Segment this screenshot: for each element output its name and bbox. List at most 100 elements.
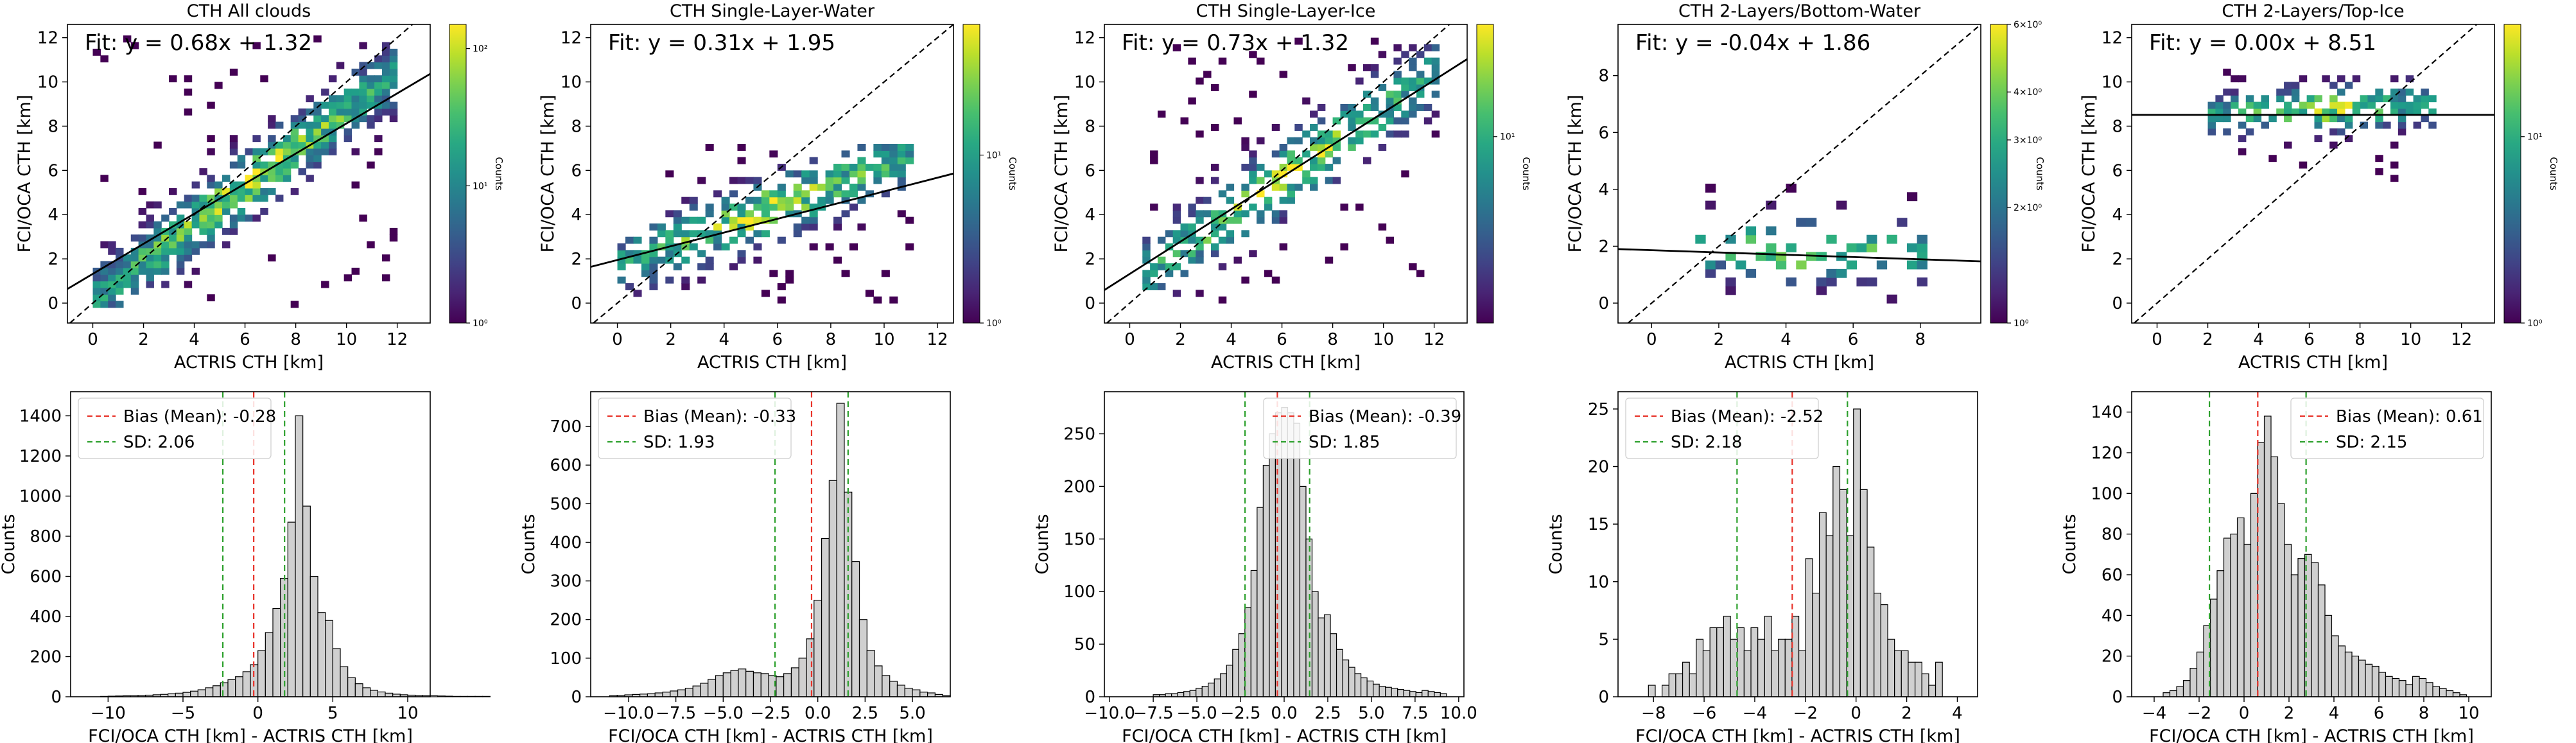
density-cell [2245,95,2254,103]
x-axis-label: FCI/OCA CTH [km] - ACTRIS CTH [km] [608,726,933,743]
density-cell [2337,128,2345,135]
legend-bias-label: Bias (Mean): -0.33 [643,407,796,426]
density-cell [374,55,383,63]
histogram-bar [1675,673,1684,697]
x-tick-label: 0 [1850,704,1861,723]
density-cell [2375,108,2383,116]
density-cell [1150,270,1158,277]
density-cell [298,148,306,155]
density-cell [2360,95,2369,103]
density-cell [1386,91,1395,98]
density-cell [1150,150,1158,158]
density-cell [681,256,690,264]
density-cell [1393,117,1402,125]
density-cell [1294,184,1303,191]
density-cell [367,115,375,123]
density-cell [1856,277,1867,287]
density-cell [359,62,367,69]
density-cell [2231,88,2239,96]
density-cell [1348,110,1356,118]
density-cell [1188,210,1196,218]
histogram-bar [452,695,461,697]
density-cell [367,241,375,249]
density-cell [207,207,215,215]
histogram-bar [1853,408,1861,697]
histogram-bar [2263,415,2272,697]
density-cell [1370,64,1379,71]
colorbar-label: Counts [493,157,505,191]
density-cell [657,223,666,231]
x-axis-label: ACTRIS CTH [km] [1725,353,1874,372]
density-cell [785,276,794,284]
density-cell [1142,250,1151,258]
x-tick-label: 12 [2451,330,2472,349]
density-cell [689,197,698,204]
density-cell [649,283,658,290]
density-cell [290,301,299,308]
density-cell [260,75,268,83]
scatter-panel-1: 0 2 4 6 8 10 12 0 2 4 6 8 10 12 CTH All clouds Fit: y =… [15,1,505,372]
density-cell [2398,88,2406,96]
histogram-bar [700,683,709,697]
density-cell [268,121,276,129]
density-cell [199,201,207,209]
density-cell [713,223,722,231]
colorbar-tick-label: 10¹ [986,150,1001,161]
density-cell [1906,260,1918,270]
density-cell [1355,137,1364,144]
histogram-bar [1196,688,1203,697]
density-cell [2215,101,2224,109]
density-cell [2314,135,2322,143]
density-cell [359,115,367,123]
x-tick-label: 10 [397,704,418,723]
density-cell [625,250,634,258]
density-cell [1180,117,1188,125]
density-cell [1294,124,1303,131]
density-cell [729,223,738,231]
y-tick-label: 2 [48,250,58,269]
density-cell [199,195,207,202]
density-cell [737,250,746,258]
density-cell [306,148,314,155]
density-cell [237,155,246,162]
density-cell [359,214,367,222]
density-cell [108,294,116,302]
histogram-bar [1201,686,1209,697]
legend-bias-label: Bias (Mean): -2.52 [1671,407,1823,426]
density-cell [649,223,658,231]
x-tick-label: −2.5 [750,704,790,723]
x-tick-label: 4 [2329,704,2340,723]
histogram-bar [1825,535,1834,697]
density-cell [1423,77,1432,85]
histogram-bar [2425,682,2433,697]
histogram-bar [2419,677,2427,697]
density-cell [681,230,690,238]
density-cell [108,281,116,288]
y-tick-label: 6 [1084,161,1095,180]
y-tick-label: 8 [2112,117,2123,136]
histogram-bar [235,676,243,697]
density-cell [689,230,698,238]
density-cell [176,261,185,268]
scatter-panel-3: 0 2 4 6 8 10 12 0 2 4 6 8 10 12 CTH Single-Layer-Ice Fi… [1052,1,1532,372]
density-cell [138,207,147,215]
legend-frame [2290,398,2484,459]
histogram-bar [912,689,921,697]
density-cell [809,223,818,231]
x-tick-label: 6 [2304,330,2315,349]
density-cell [2390,95,2399,103]
histogram-bar [1784,638,1793,697]
histogram-bar [2405,684,2414,697]
density-cell [809,170,818,178]
density-cell [657,256,666,264]
density-cell [1325,256,1334,264]
density-cell [833,223,842,231]
y-tick-label: 80 [2102,525,2123,545]
density-cell [785,197,794,204]
density-cell [1249,157,1257,164]
y-tick-label: 4 [1598,180,1609,200]
density-cell [313,35,322,43]
identity-line [1627,24,1981,323]
density-cell [793,197,802,204]
histogram-bar [2351,656,2360,697]
